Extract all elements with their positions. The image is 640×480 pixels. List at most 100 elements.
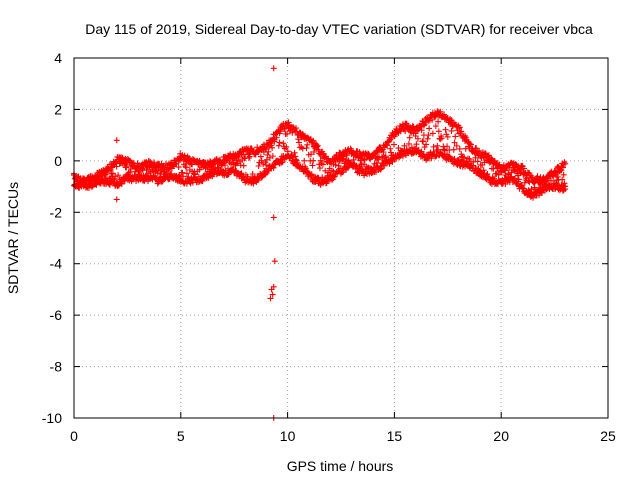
x-tick-label: 25 <box>600 428 616 444</box>
data-point <box>456 145 463 152</box>
data-point <box>238 170 245 177</box>
data-point <box>180 173 187 180</box>
data-point <box>268 142 275 149</box>
data-point <box>245 155 252 162</box>
data-point <box>271 258 278 265</box>
data-point <box>467 141 474 148</box>
data-point <box>222 162 229 169</box>
data-point <box>361 156 368 163</box>
data-point <box>255 162 262 169</box>
data-point <box>424 135 431 142</box>
data-point <box>428 155 435 162</box>
data-point <box>124 161 131 168</box>
data-point <box>263 161 270 168</box>
data-point <box>442 126 449 133</box>
data-point <box>438 135 445 142</box>
data-point <box>291 149 298 156</box>
data-point <box>113 137 120 144</box>
data-point <box>127 168 134 175</box>
data-point <box>461 154 468 161</box>
data-point <box>232 167 239 174</box>
data-point <box>154 169 161 176</box>
data-point <box>414 135 421 142</box>
data-point <box>192 171 199 178</box>
chart-title: Day 115 of 2019, Sidereal Day-to-day VTE… <box>85 21 593 37</box>
data-point <box>467 140 474 147</box>
data-point <box>292 153 299 160</box>
y-tick-label: -6 <box>50 307 63 323</box>
data-point <box>225 171 232 178</box>
data-point <box>552 169 559 176</box>
data-point <box>183 164 190 171</box>
data-point <box>432 153 439 160</box>
data-point <box>301 157 308 164</box>
data-point <box>303 145 310 152</box>
data-point <box>444 143 451 150</box>
data-point <box>405 140 412 147</box>
data-point <box>441 146 448 153</box>
data-point <box>406 134 413 141</box>
y-tick-label: 0 <box>54 153 62 169</box>
data-point <box>450 146 457 153</box>
data-point <box>255 175 262 182</box>
data-point <box>179 169 186 176</box>
data-point <box>258 157 265 164</box>
y-tick-label: 2 <box>54 101 62 117</box>
data-point <box>562 186 569 193</box>
y-tick-label: -2 <box>50 204 63 220</box>
data-point <box>519 184 526 191</box>
data-point <box>189 161 196 168</box>
data-point <box>420 122 427 129</box>
data-point <box>413 141 420 148</box>
data-point <box>275 142 282 149</box>
data-point <box>402 128 409 135</box>
data-point <box>293 156 300 163</box>
data-point <box>515 176 522 183</box>
plot-frame <box>73 57 609 419</box>
data-point <box>273 134 280 141</box>
data-point <box>183 170 190 177</box>
data-point <box>452 133 459 140</box>
data-point <box>316 165 323 172</box>
data-point <box>309 162 316 169</box>
data-point <box>562 160 569 167</box>
data-point <box>384 142 391 149</box>
data-point <box>435 128 442 135</box>
data-point <box>270 135 277 142</box>
data-point <box>113 196 120 203</box>
data-point <box>270 283 277 290</box>
data-point <box>123 164 130 171</box>
data-point <box>373 160 380 167</box>
data-point <box>512 175 519 182</box>
data-point <box>418 127 425 134</box>
data-point <box>109 170 116 177</box>
data-point <box>293 125 300 132</box>
data-point <box>276 139 283 146</box>
data-point <box>426 125 433 132</box>
data-point <box>430 143 437 150</box>
x-tick-label: 20 <box>493 428 509 444</box>
data-point <box>246 153 253 160</box>
data-point <box>441 111 448 118</box>
data-point <box>417 123 424 130</box>
data-point <box>476 147 483 154</box>
data-point <box>350 156 357 163</box>
data-point <box>267 295 274 302</box>
data-point <box>425 132 432 139</box>
data-point <box>451 139 458 146</box>
data-point <box>271 138 278 145</box>
data-point <box>249 171 256 178</box>
data-point <box>559 176 566 183</box>
data-point <box>332 162 339 169</box>
data-point <box>284 148 291 155</box>
y-tick-label: -10 <box>42 410 62 426</box>
data-point <box>257 153 264 160</box>
data-point <box>265 148 272 155</box>
data-point <box>365 150 372 157</box>
data-point <box>448 127 455 134</box>
data-point <box>456 125 463 132</box>
data-point <box>437 136 444 143</box>
data-point <box>378 164 385 171</box>
